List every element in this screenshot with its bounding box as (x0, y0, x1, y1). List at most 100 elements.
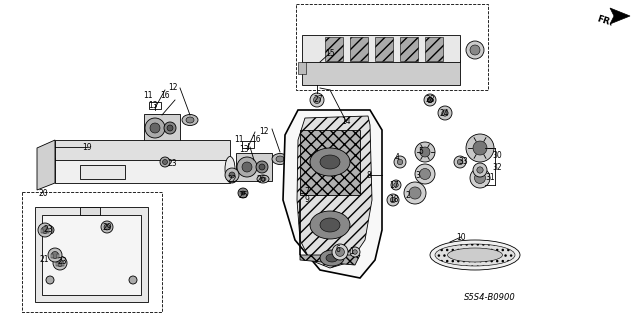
Bar (80, 207, 100, 215)
Circle shape (470, 168, 490, 188)
Circle shape (51, 251, 58, 258)
Text: 25: 25 (238, 191, 248, 201)
Text: 28: 28 (425, 95, 435, 105)
Text: 23: 23 (43, 226, 53, 234)
Circle shape (473, 141, 487, 155)
Text: 11: 11 (143, 92, 153, 100)
Text: S5S4-B0900: S5S4-B0900 (464, 293, 516, 302)
Bar (41, 229, 43, 233)
Polygon shape (302, 60, 460, 85)
Circle shape (314, 97, 321, 103)
Ellipse shape (272, 153, 288, 165)
Circle shape (104, 224, 110, 230)
Polygon shape (300, 200, 360, 265)
Text: 16: 16 (251, 136, 261, 145)
Text: 19: 19 (82, 143, 92, 152)
Circle shape (332, 244, 348, 260)
Circle shape (390, 197, 396, 203)
Circle shape (419, 168, 431, 180)
Text: 30: 30 (492, 151, 502, 160)
Polygon shape (302, 35, 460, 62)
Circle shape (46, 276, 54, 284)
Ellipse shape (186, 117, 194, 123)
Circle shape (229, 172, 235, 178)
Text: 29: 29 (102, 222, 112, 232)
Ellipse shape (310, 148, 350, 176)
Circle shape (230, 175, 234, 181)
Bar (144, 114, 180, 142)
Ellipse shape (257, 175, 269, 183)
Text: 10: 10 (456, 233, 466, 241)
Ellipse shape (320, 155, 340, 169)
Text: 17: 17 (389, 182, 399, 190)
Bar (236, 153, 272, 181)
Text: 21: 21 (39, 256, 49, 264)
Circle shape (474, 173, 486, 183)
Bar (298, 62, 306, 74)
Circle shape (397, 159, 403, 165)
Text: 14: 14 (341, 116, 351, 125)
Circle shape (466, 41, 484, 59)
Text: 26: 26 (256, 175, 266, 184)
Circle shape (424, 94, 436, 106)
Ellipse shape (276, 156, 284, 162)
Polygon shape (610, 8, 630, 24)
Ellipse shape (447, 248, 502, 262)
Circle shape (442, 110, 448, 116)
Bar (22, 192, 162, 312)
Circle shape (473, 163, 487, 177)
Ellipse shape (310, 211, 350, 239)
Text: 9: 9 (305, 195, 309, 204)
Ellipse shape (326, 254, 338, 262)
Text: 3: 3 (415, 170, 420, 180)
Circle shape (46, 226, 54, 234)
Text: 22: 22 (227, 175, 237, 184)
Text: 5: 5 (419, 146, 424, 155)
Circle shape (470, 45, 480, 55)
Polygon shape (350, 37, 368, 61)
Circle shape (38, 223, 52, 237)
Circle shape (259, 164, 265, 170)
Ellipse shape (260, 177, 266, 181)
Text: 18: 18 (389, 196, 399, 204)
Bar (62, 262, 64, 266)
Bar (242, 141, 254, 148)
Text: 20: 20 (38, 189, 48, 198)
Text: 8: 8 (367, 170, 371, 180)
Text: FR.: FR. (596, 14, 614, 28)
Circle shape (227, 173, 237, 183)
Bar (149, 102, 161, 109)
Circle shape (477, 167, 483, 173)
Text: 6: 6 (335, 246, 340, 255)
Circle shape (241, 191, 245, 195)
Circle shape (163, 160, 168, 165)
Polygon shape (296, 4, 488, 90)
Polygon shape (375, 37, 393, 61)
Circle shape (404, 182, 426, 204)
Circle shape (150, 123, 160, 133)
Circle shape (458, 159, 463, 165)
Polygon shape (55, 158, 230, 183)
Bar (51, 254, 53, 258)
Text: 1: 1 (349, 248, 355, 256)
Circle shape (242, 162, 252, 172)
Text: 15: 15 (325, 48, 335, 57)
Polygon shape (400, 37, 418, 61)
Ellipse shape (182, 115, 198, 125)
Circle shape (56, 259, 63, 266)
Circle shape (237, 157, 257, 177)
Text: 2: 2 (406, 191, 410, 201)
Text: 32: 32 (492, 164, 502, 173)
Bar (56, 262, 58, 266)
Polygon shape (55, 140, 230, 160)
Ellipse shape (320, 218, 340, 232)
Circle shape (225, 168, 239, 182)
Circle shape (101, 221, 113, 233)
Circle shape (387, 194, 399, 206)
Polygon shape (37, 140, 55, 190)
Text: 24: 24 (439, 108, 449, 117)
Circle shape (310, 93, 324, 107)
Bar (47, 229, 49, 233)
Circle shape (335, 248, 344, 256)
Polygon shape (283, 110, 382, 278)
